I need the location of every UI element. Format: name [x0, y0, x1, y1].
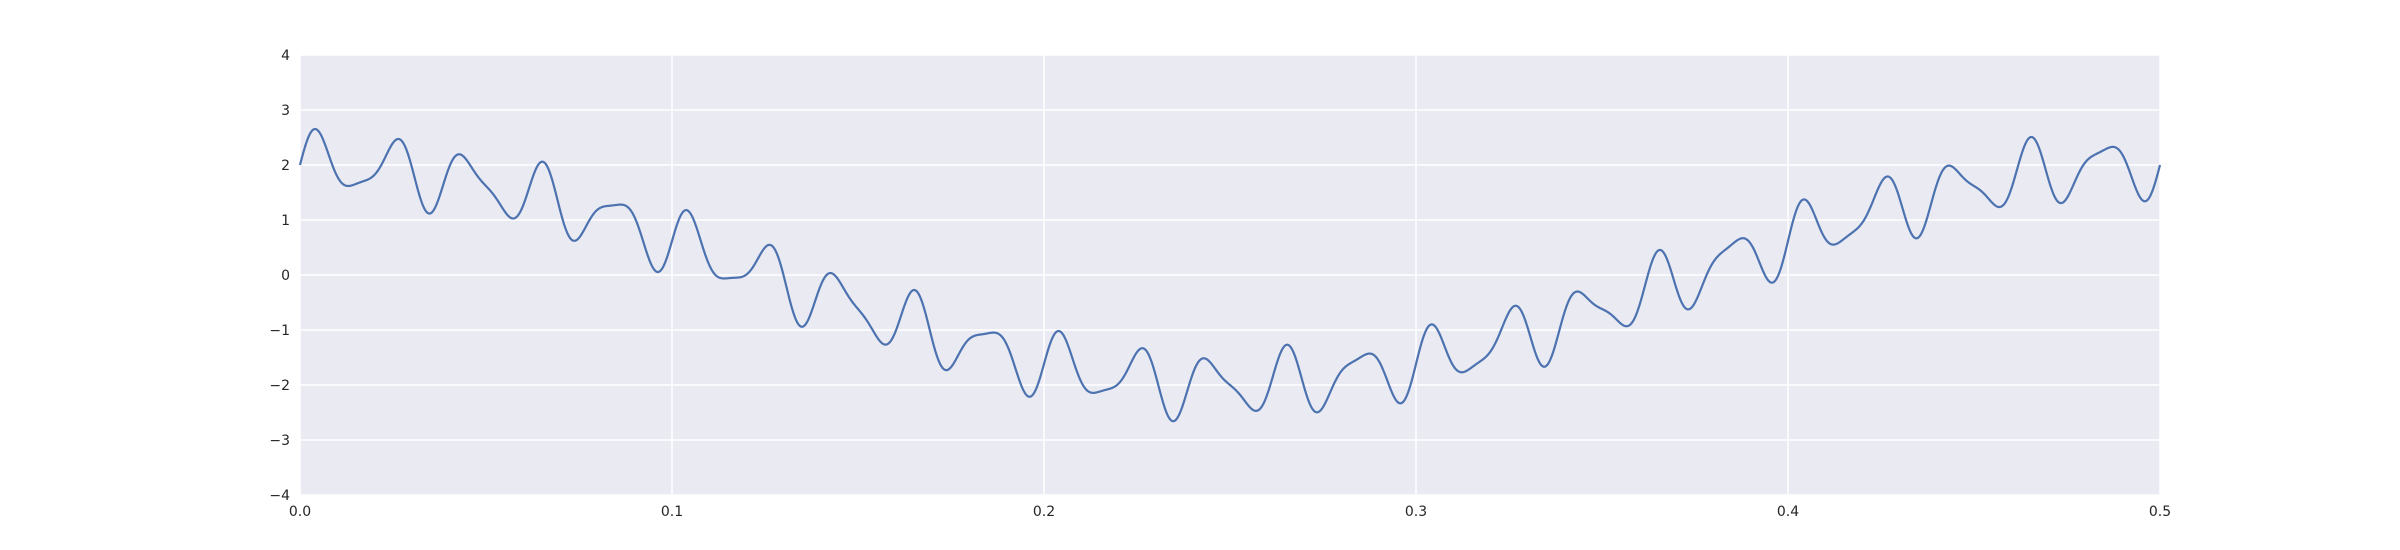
y-tick-label: 3 — [281, 103, 290, 119]
y-tick-label: 1 — [281, 213, 290, 229]
series-layer — [298, 127, 2162, 423]
y-tick-label: −3 — [269, 433, 290, 449]
series-line — [298, 127, 2162, 423]
y-tick-label: −2 — [269, 378, 290, 394]
y-tick-label: 4 — [281, 48, 290, 64]
y-tick-label: 0 — [281, 268, 290, 284]
y-tick-label: −1 — [269, 323, 290, 339]
y-axis-ticks: 4 3 2 1 0 −1 −2 −3 −4 — [269, 48, 290, 504]
x-tick-label: 0.5 — [2149, 504, 2171, 520]
x-tick-label: 0.2 — [1033, 504, 1055, 520]
x-tick-label: 0.4 — [1777, 504, 1799, 520]
x-tick-label: 0.1 — [661, 504, 683, 520]
x-tick-label: 0.0 — [289, 504, 311, 520]
x-axis-ticks: 0.0 0.1 0.2 0.3 0.4 0.5 — [289, 504, 2171, 520]
x-tick-label: 0.3 — [1405, 504, 1427, 520]
y-tick-label: −4 — [269, 488, 290, 504]
y-tick-label: 2 — [281, 158, 290, 174]
grid-lines — [299, 54, 2161, 496]
